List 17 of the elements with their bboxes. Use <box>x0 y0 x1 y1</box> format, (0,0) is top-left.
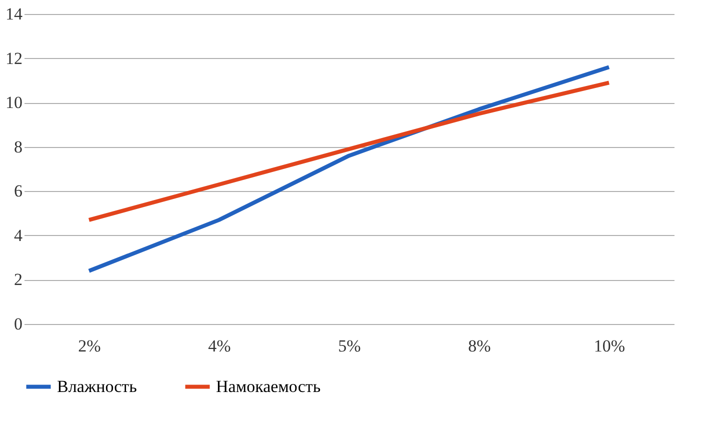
x-tick-label: 4% <box>208 336 231 356</box>
y-tick-label: 10 <box>6 93 22 112</box>
line-series <box>87 80 611 222</box>
x-tick-label: 8% <box>468 336 491 356</box>
y-tick-label: 0 <box>14 314 22 334</box>
legend-label: Намокаемость <box>216 376 321 396</box>
y-tick-label: 4 <box>14 226 23 245</box>
y-tick-label: 8 <box>14 137 22 156</box>
y-tick-label: 6 <box>14 182 22 201</box>
x-tick-label: 5% <box>338 336 361 356</box>
legend-label: Влажность <box>57 376 138 396</box>
line-series <box>87 65 611 273</box>
x-tick-label: 2% <box>78 336 101 356</box>
y-tick-label: 14 <box>6 4 23 24</box>
y-tick-label: 2 <box>14 270 22 290</box>
x-tick-label: 10% <box>594 336 626 356</box>
y-tick-label: 12 <box>6 48 22 68</box>
